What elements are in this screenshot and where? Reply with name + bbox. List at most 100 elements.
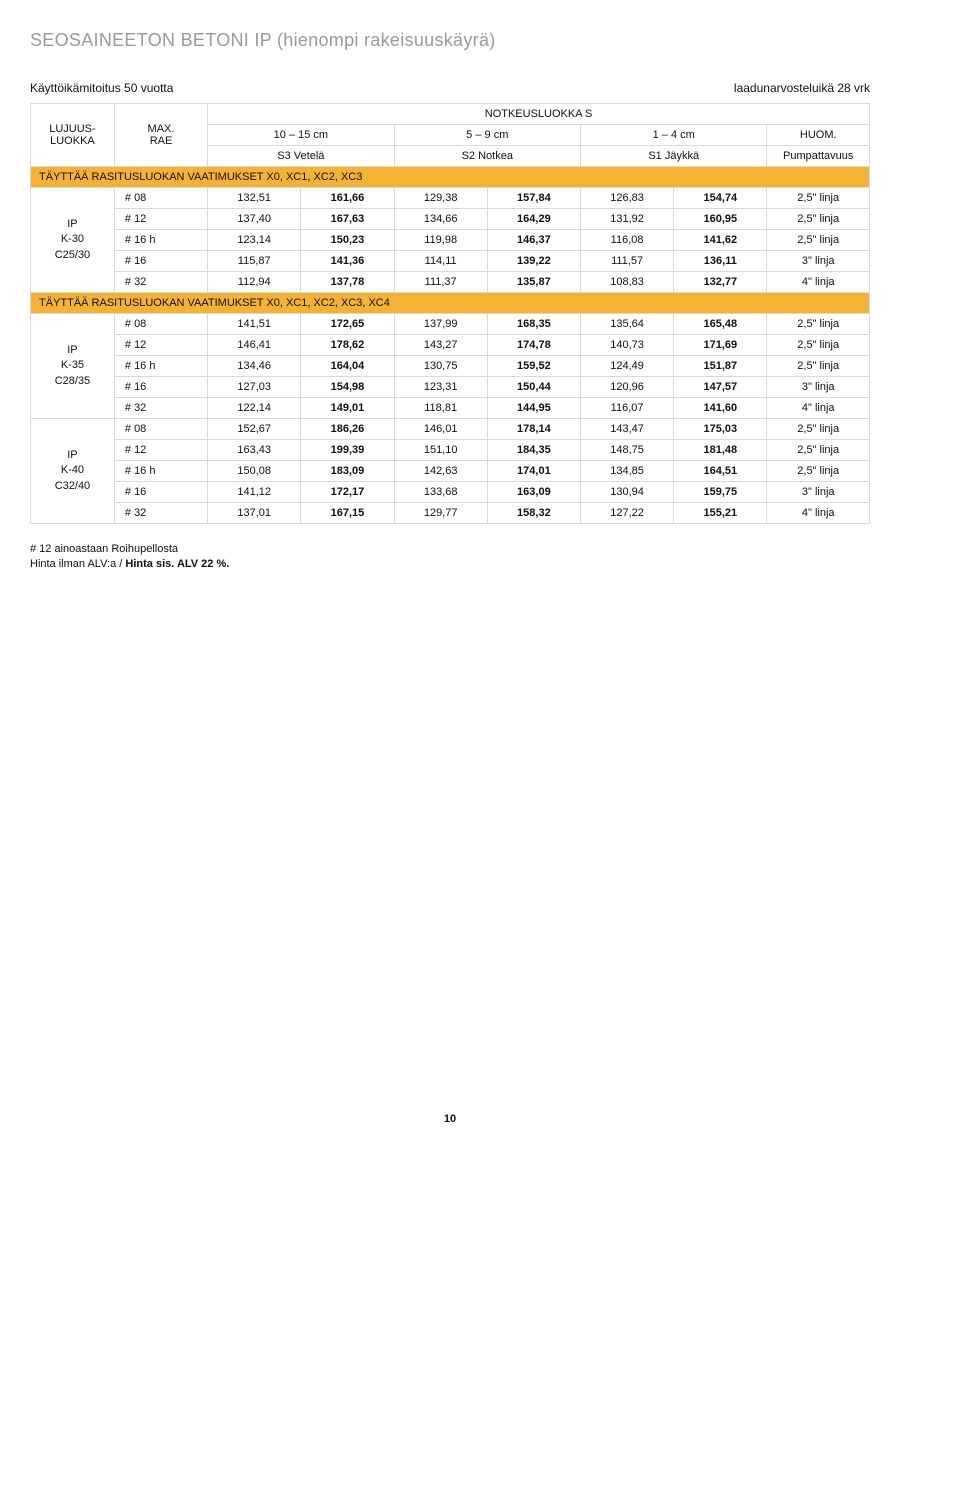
table-row: # 16 h123,14150,23119,98146,37116,08141,… bbox=[31, 230, 870, 251]
header-pump: Pumpattavuus bbox=[767, 146, 870, 167]
huom-cell: 2,5" linja bbox=[767, 209, 870, 230]
value-cell: 186,26 bbox=[301, 419, 394, 440]
rae-cell: # 16 h bbox=[114, 461, 207, 482]
header-rae: MAX. RAE bbox=[114, 104, 207, 167]
value-cell: 120,96 bbox=[580, 377, 673, 398]
value-cell: 174,78 bbox=[487, 335, 580, 356]
table-row: # 32137,01167,15129,77158,32127,22155,21… bbox=[31, 503, 870, 524]
value-cell: 163,09 bbox=[487, 482, 580, 503]
table-row: IPK-40C32/40# 08152,67186,26146,01178,14… bbox=[31, 419, 870, 440]
value-cell: 183,09 bbox=[301, 461, 394, 482]
page-number: 10 bbox=[30, 1113, 870, 1125]
value-cell: 131,92 bbox=[580, 209, 673, 230]
value-cell: 133,68 bbox=[394, 482, 487, 503]
value-cell: 167,15 bbox=[301, 503, 394, 524]
value-cell: 108,83 bbox=[580, 272, 673, 293]
value-cell: 127,03 bbox=[208, 377, 301, 398]
huom-cell: 4" linja bbox=[767, 398, 870, 419]
value-cell: 161,66 bbox=[301, 188, 394, 209]
value-cell: 111,37 bbox=[394, 272, 487, 293]
huom-cell: 2,5" linja bbox=[767, 440, 870, 461]
value-cell: 155,21 bbox=[674, 503, 767, 524]
value-cell: 114,11 bbox=[394, 251, 487, 272]
value-cell: 132,77 bbox=[674, 272, 767, 293]
header-s3: S3 Vetelä bbox=[208, 146, 394, 167]
value-cell: 147,57 bbox=[674, 377, 767, 398]
rae-cell: # 16 h bbox=[114, 230, 207, 251]
rae-cell: # 32 bbox=[114, 272, 207, 293]
band-row: TÄYTTÄÄ RASITUSLUOKAN VAATIMUKSET X0, XC… bbox=[31, 167, 870, 188]
value-cell: 146,01 bbox=[394, 419, 487, 440]
rae-cell: # 08 bbox=[114, 188, 207, 209]
rae-cell: # 16 bbox=[114, 482, 207, 503]
value-cell: 158,32 bbox=[487, 503, 580, 524]
price-table: LUJUUS- LUOKKA MAX. RAE NOTKEUSLUOKKA S … bbox=[30, 103, 870, 524]
value-cell: 144,95 bbox=[487, 398, 580, 419]
value-cell: 123,14 bbox=[208, 230, 301, 251]
value-cell: 181,48 bbox=[674, 440, 767, 461]
huom-cell: 2,5" linja bbox=[767, 356, 870, 377]
value-cell: 152,67 bbox=[208, 419, 301, 440]
value-cell: 143,27 bbox=[394, 335, 487, 356]
value-cell: 124,49 bbox=[580, 356, 673, 377]
band-label: TÄYTTÄÄ RASITUSLUOKAN VAATIMUKSET X0, XC… bbox=[31, 167, 870, 188]
value-cell: 112,94 bbox=[208, 272, 301, 293]
table-row: # 12146,41178,62143,27174,78140,73171,69… bbox=[31, 335, 870, 356]
huom-cell: 2,5" linja bbox=[767, 335, 870, 356]
value-cell: 154,74 bbox=[674, 188, 767, 209]
value-cell: 135,64 bbox=[580, 314, 673, 335]
value-cell: 175,03 bbox=[674, 419, 767, 440]
value-cell: 141,51 bbox=[208, 314, 301, 335]
value-cell: 164,51 bbox=[674, 461, 767, 482]
table-row: # 32112,94137,78111,37135,87108,83132,77… bbox=[31, 272, 870, 293]
header-s1: S1 Jäykkä bbox=[580, 146, 766, 167]
value-cell: 146,37 bbox=[487, 230, 580, 251]
huom-cell: 3" linja bbox=[767, 482, 870, 503]
value-cell: 115,87 bbox=[208, 251, 301, 272]
value-cell: 154,98 bbox=[301, 377, 394, 398]
value-cell: 141,60 bbox=[674, 398, 767, 419]
value-cell: 135,87 bbox=[487, 272, 580, 293]
rae-cell: # 16 bbox=[114, 377, 207, 398]
value-cell: 136,11 bbox=[674, 251, 767, 272]
context-left: Käyttöikämitoitus 50 vuotta bbox=[30, 81, 173, 95]
header-super: NOTKEUSLUOKKA S bbox=[208, 104, 870, 125]
rae-cell: # 16 h bbox=[114, 356, 207, 377]
huom-cell: 2,5" linja bbox=[767, 461, 870, 482]
value-cell: 127,22 bbox=[580, 503, 673, 524]
group-label: IPK-35C28/35 bbox=[31, 314, 115, 419]
value-cell: 134,46 bbox=[208, 356, 301, 377]
value-cell: 111,57 bbox=[580, 251, 673, 272]
header-group: LUJUUS- LUOKKA bbox=[31, 104, 115, 167]
rae-cell: # 08 bbox=[114, 314, 207, 335]
value-cell: 151,10 bbox=[394, 440, 487, 461]
value-cell: 150,23 bbox=[301, 230, 394, 251]
table-row: # 12163,43199,39151,10184,35148,75181,48… bbox=[31, 440, 870, 461]
value-cell: 129,77 bbox=[394, 503, 487, 524]
value-cell: 159,52 bbox=[487, 356, 580, 377]
table-row: IPK-35C28/35# 08141,51172,65137,99168,35… bbox=[31, 314, 870, 335]
value-cell: 199,39 bbox=[301, 440, 394, 461]
table-row: # 16 h134,46164,04130,75159,52124,49151,… bbox=[31, 356, 870, 377]
header-huom: HUOM. bbox=[767, 125, 870, 146]
header-s2: S2 Notkea bbox=[394, 146, 580, 167]
value-cell: 146,41 bbox=[208, 335, 301, 356]
value-cell: 178,62 bbox=[301, 335, 394, 356]
band-row: TÄYTTÄÄ RASITUSLUOKAN VAATIMUKSET X0, XC… bbox=[31, 293, 870, 314]
value-cell: 172,17 bbox=[301, 482, 394, 503]
value-cell: 116,08 bbox=[580, 230, 673, 251]
value-cell: 134,66 bbox=[394, 209, 487, 230]
page-title: SEOSAINEETON BETONI IP (hienompi rakeisu… bbox=[30, 30, 870, 51]
value-cell: 137,78 bbox=[301, 272, 394, 293]
huom-cell: 2,5" linja bbox=[767, 188, 870, 209]
huom-cell: 4" linja bbox=[767, 503, 870, 524]
value-cell: 116,07 bbox=[580, 398, 673, 419]
value-cell: 122,14 bbox=[208, 398, 301, 419]
value-cell: 137,40 bbox=[208, 209, 301, 230]
value-cell: 168,35 bbox=[487, 314, 580, 335]
rae-cell: # 12 bbox=[114, 440, 207, 461]
table-row: # 16 h150,08183,09142,63174,01134,85164,… bbox=[31, 461, 870, 482]
value-cell: 178,14 bbox=[487, 419, 580, 440]
value-cell: 141,36 bbox=[301, 251, 394, 272]
value-cell: 123,31 bbox=[394, 377, 487, 398]
